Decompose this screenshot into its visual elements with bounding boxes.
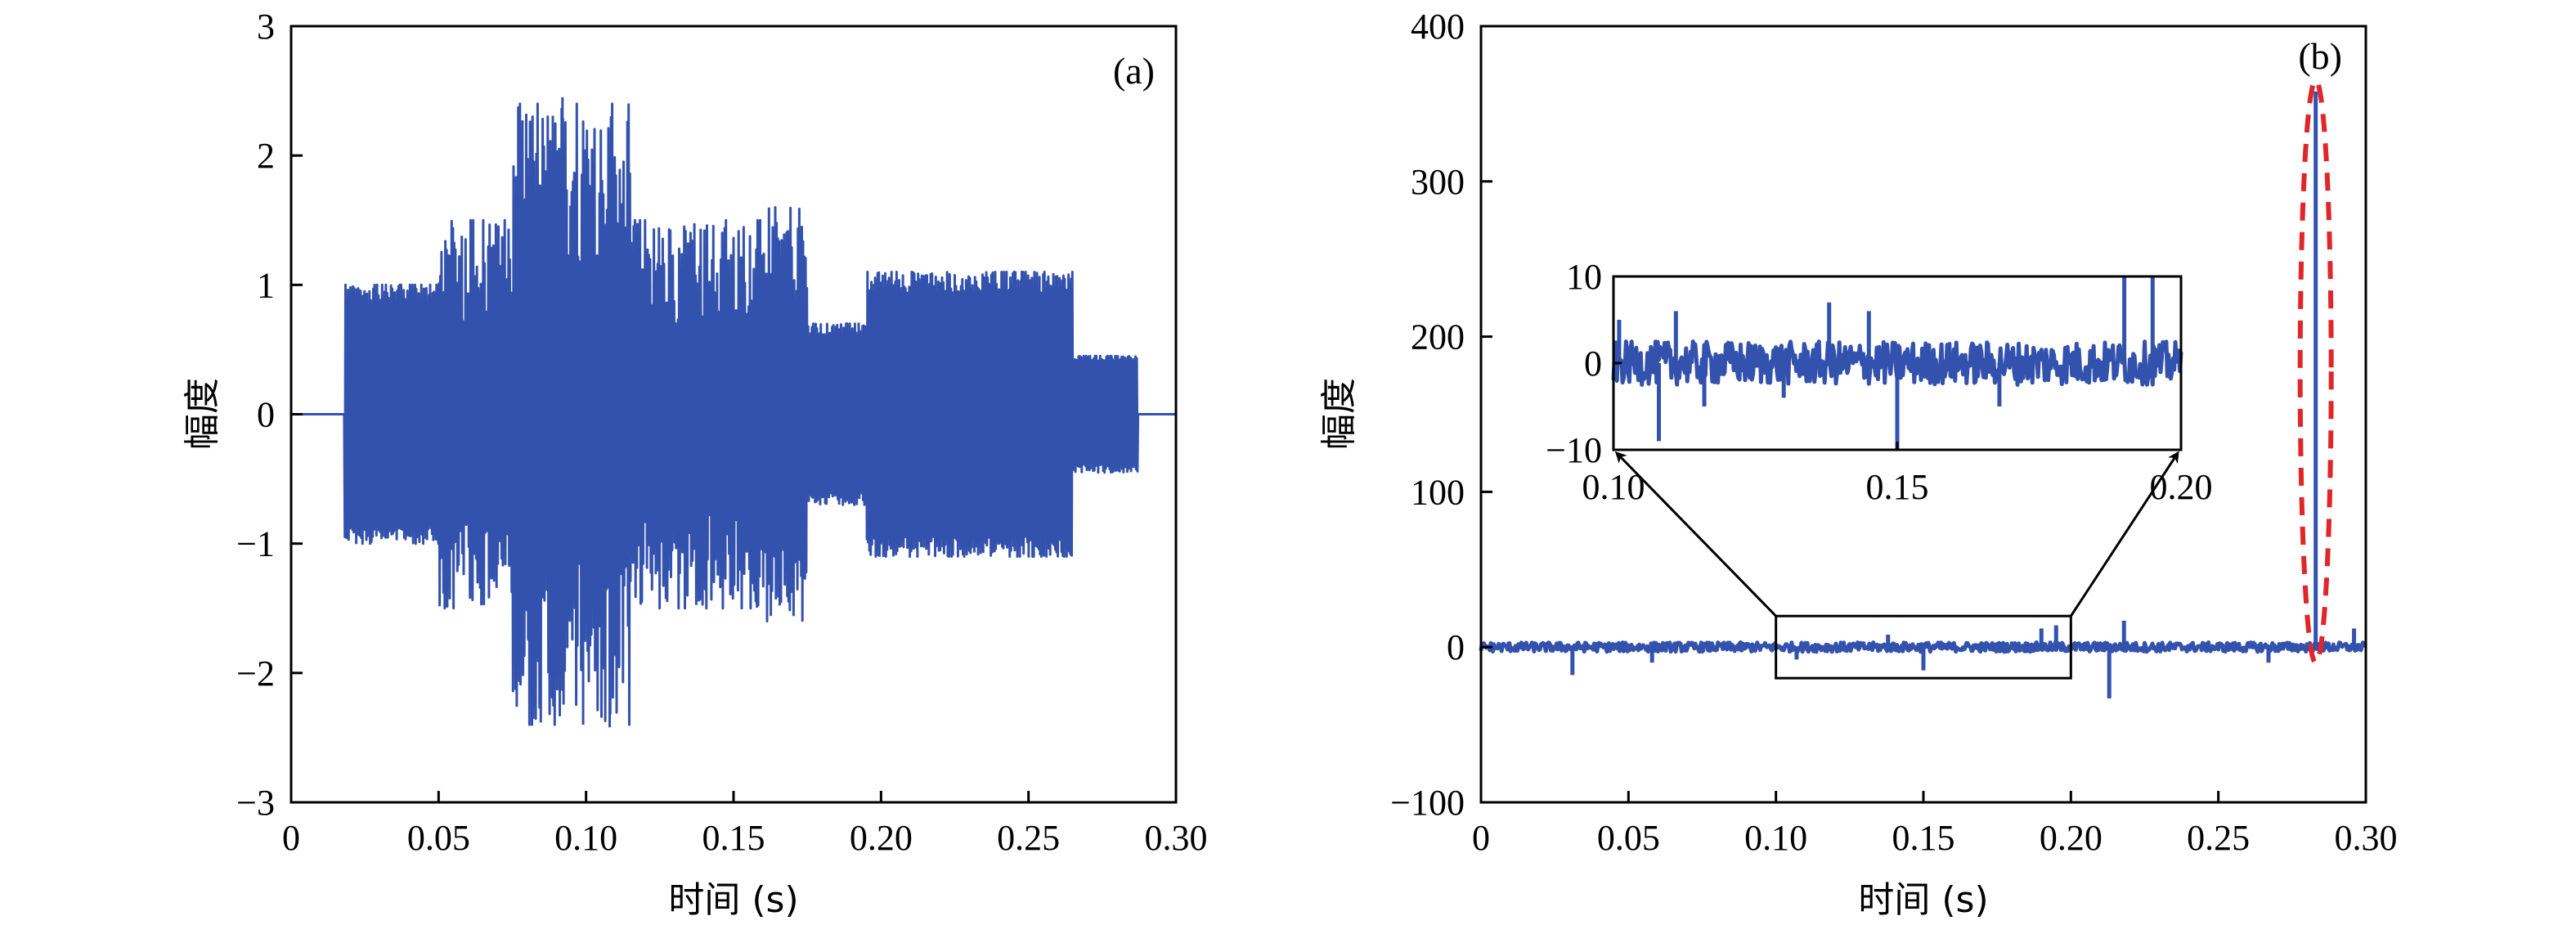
inset-x-tick-label: 0.20 xyxy=(2150,467,2213,507)
panel-a-y-axis-label: 幅度 xyxy=(182,378,223,450)
panel-a-y-ticks: −3 −2 −1 0 1 2 3 xyxy=(236,7,303,823)
panel-a-y-tick-label: −1 xyxy=(236,524,275,564)
inset-y-tick-label: 0 xyxy=(1584,344,1602,384)
panel-b-x-tick-label: 0.25 xyxy=(2187,818,2250,858)
panel-a: 0 0.05 0.10 0.15 0.20 0.25 0.30 −3 −2 −1 0 1 2 3 (a)… xyxy=(182,7,1208,921)
panel-a-y-tick-label: 2 xyxy=(257,136,275,176)
panel-b-y-axis-label: 幅度 xyxy=(1318,378,1360,450)
panel-b-highlight-ellipse xyxy=(2297,78,2334,666)
panel-a-x-tick-label: 0.15 xyxy=(702,818,765,858)
panel-b-y-tick-label: 200 xyxy=(1411,317,1465,357)
zoom-arrow-right xyxy=(2070,451,2179,617)
panel-a-tag: (a) xyxy=(1113,50,1155,92)
panel-a-y-tick-label: −3 xyxy=(236,783,275,823)
inset-x-tick-label: 0.15 xyxy=(1866,467,1929,507)
panel-b-y-tick-label: 100 xyxy=(1411,472,1465,512)
panel-a-signal-line xyxy=(290,102,1177,726)
panel-b-x-tick-label: 0.10 xyxy=(1744,818,1807,858)
panel-b: 0 0.05 0.10 0.15 0.20 0.25 0.30 −1000100200300… xyxy=(1318,7,2398,921)
panel-b-x-tick-label: 0.15 xyxy=(1892,818,1955,858)
panel-a-x-tick-label: 0.10 xyxy=(554,818,617,858)
panel-b-y-tick-label: 0 xyxy=(1447,627,1465,667)
panel-b-zoom-rect xyxy=(1775,614,2072,680)
panel-b-y-tick-label: 400 xyxy=(1411,7,1465,47)
panel-a-x-tick-label: 0.30 xyxy=(1145,818,1208,858)
panel-a-x-tick-label: 0.05 xyxy=(407,818,470,858)
panel-b-x-axis-label: 时间 (s) xyxy=(1858,879,1988,921)
panel-a-y-tick-label: 0 xyxy=(257,395,275,435)
panel-a-x-axis-label: 时间 (s) xyxy=(668,879,798,921)
panel-a-y-tick-label: −2 xyxy=(236,653,275,694)
panel-b-y-tick-label: −100 xyxy=(1390,783,1465,823)
panel-a-x-tick-label: 0.20 xyxy=(850,818,913,858)
panel-b-y-ticks: −100 0 100 200 300 400 xyxy=(1390,7,1492,823)
panel-b-inset: 0.10 0.15 0.20 −10 0 10 xyxy=(1546,257,2212,507)
panel-b-y-tick-label: 300 xyxy=(1411,162,1465,202)
panel-a-signal xyxy=(290,97,1177,728)
panel-a-x-ticks: 0 0.05 0.10 0.15 0.20 0.25 0.30 xyxy=(282,791,1208,858)
panel-b-highlight xyxy=(2297,78,2334,666)
panel-b-x-tick-label: 0.05 xyxy=(1597,818,1660,858)
panel-a-y-tick-label: 3 xyxy=(257,7,275,47)
panel-a-y-tick-label: 1 xyxy=(257,265,275,305)
zoom-arrow-left xyxy=(1614,451,1777,617)
panel-a-x-tick-label: 0.25 xyxy=(997,818,1060,858)
panel-b-x-tick-label: 0 xyxy=(1472,818,1490,858)
panel-b-x-ticks: 0 0.05 0.10 0.15 0.20 0.25 0.30 xyxy=(1472,791,2398,858)
panel-b-x-tick-label: 0.30 xyxy=(2335,818,2398,858)
inset-x-tick-label: 0.10 xyxy=(1582,467,1645,507)
inset-y-tick-label: 10 xyxy=(1566,257,1602,297)
panel-b-zoom-annotation xyxy=(1614,451,2179,680)
panel-b-x-tick-label: 0.20 xyxy=(2040,818,2103,858)
panel-b-signal xyxy=(1479,91,2367,698)
panel-b-tag: (b) xyxy=(2298,35,2342,77)
inset-y-tick-label: −10 xyxy=(1546,430,1602,470)
panel-a-x-tick-label: 0 xyxy=(282,818,300,858)
